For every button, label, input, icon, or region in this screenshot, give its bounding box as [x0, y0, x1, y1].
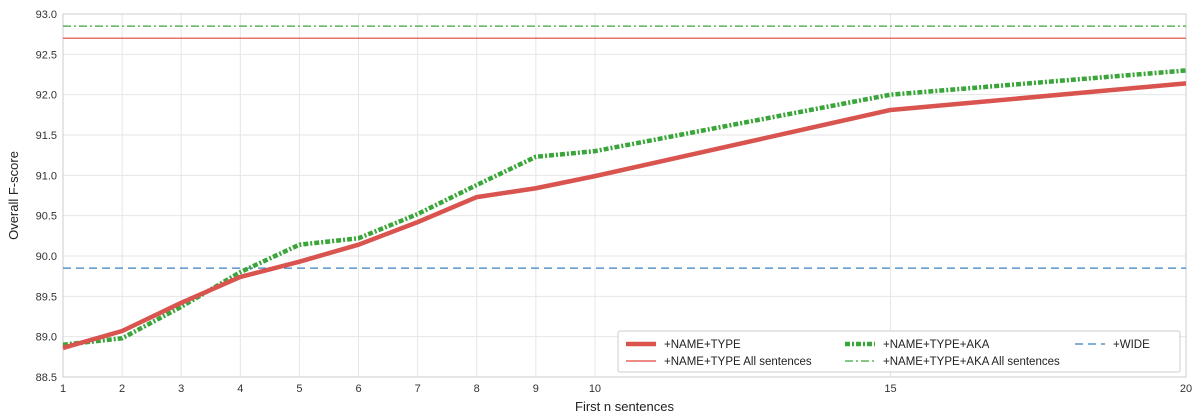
series-line: [62, 81, 1187, 351]
x-tick-label: 5: [296, 383, 302, 395]
x-axis-label: First n sentences: [575, 399, 674, 414]
x-tick-label: 15: [884, 383, 896, 395]
x-tick-label: 4: [237, 383, 243, 395]
series-layer: [62, 25, 1187, 351]
x-tick-label: 20: [1180, 383, 1192, 395]
x-tick-label: 3: [178, 383, 184, 395]
y-axis-label: Overall F-score: [6, 151, 21, 240]
grid: [62, 13, 1187, 378]
legend-label: +NAME+TYPE+AKA All sentences: [883, 356, 1060, 368]
x-tick-label: 6: [355, 383, 361, 395]
legend-label: +WIDE: [1113, 339, 1150, 351]
y-tick-label: 93.0: [36, 9, 57, 21]
legend: +NAME+TYPE +NAME+TYPE+AKA +WIDE +NAME+TYPE …: [617, 330, 1181, 373]
series-line: [62, 68, 1187, 347]
y-tick-label: 89.0: [36, 332, 57, 344]
x-axis-ticks: 1 2 3 4 5 6 7 8 9 10 15 20: [60, 383, 1192, 395]
y-axis-ticks: 88.5 89.0 89.5 90.0 90.5 91.0 91.5 92.0 92.5 93.0: [36, 9, 57, 384]
x-tick-label: 10: [589, 383, 601, 395]
legend-label: +NAME+TYPE+AKA: [883, 339, 990, 351]
y-tick-label: 92.0: [36, 90, 57, 102]
x-tick-label: 2: [119, 383, 125, 395]
x-tick-label: 8: [474, 383, 480, 395]
y-tick-label: 90.5: [36, 211, 57, 223]
y-tick-label: 90.0: [36, 251, 57, 263]
legend-box: [617, 330, 1181, 373]
x-tick-label: 9: [533, 383, 539, 395]
legend-label: +NAME+TYPE: [664, 339, 741, 351]
y-tick-label: 91.5: [36, 130, 57, 142]
x-tick-label: 1: [60, 383, 66, 395]
y-tick-label: 91.0: [36, 170, 57, 182]
y-tick-label: 92.5: [36, 49, 57, 61]
plot-frame: [62, 13, 1187, 378]
x-tick-label: 7: [415, 383, 421, 395]
y-tick-label: 89.5: [36, 291, 57, 303]
y-tick-label: 88.5: [36, 372, 57, 384]
legend-label: +NAME+TYPE All sentences: [664, 356, 812, 368]
